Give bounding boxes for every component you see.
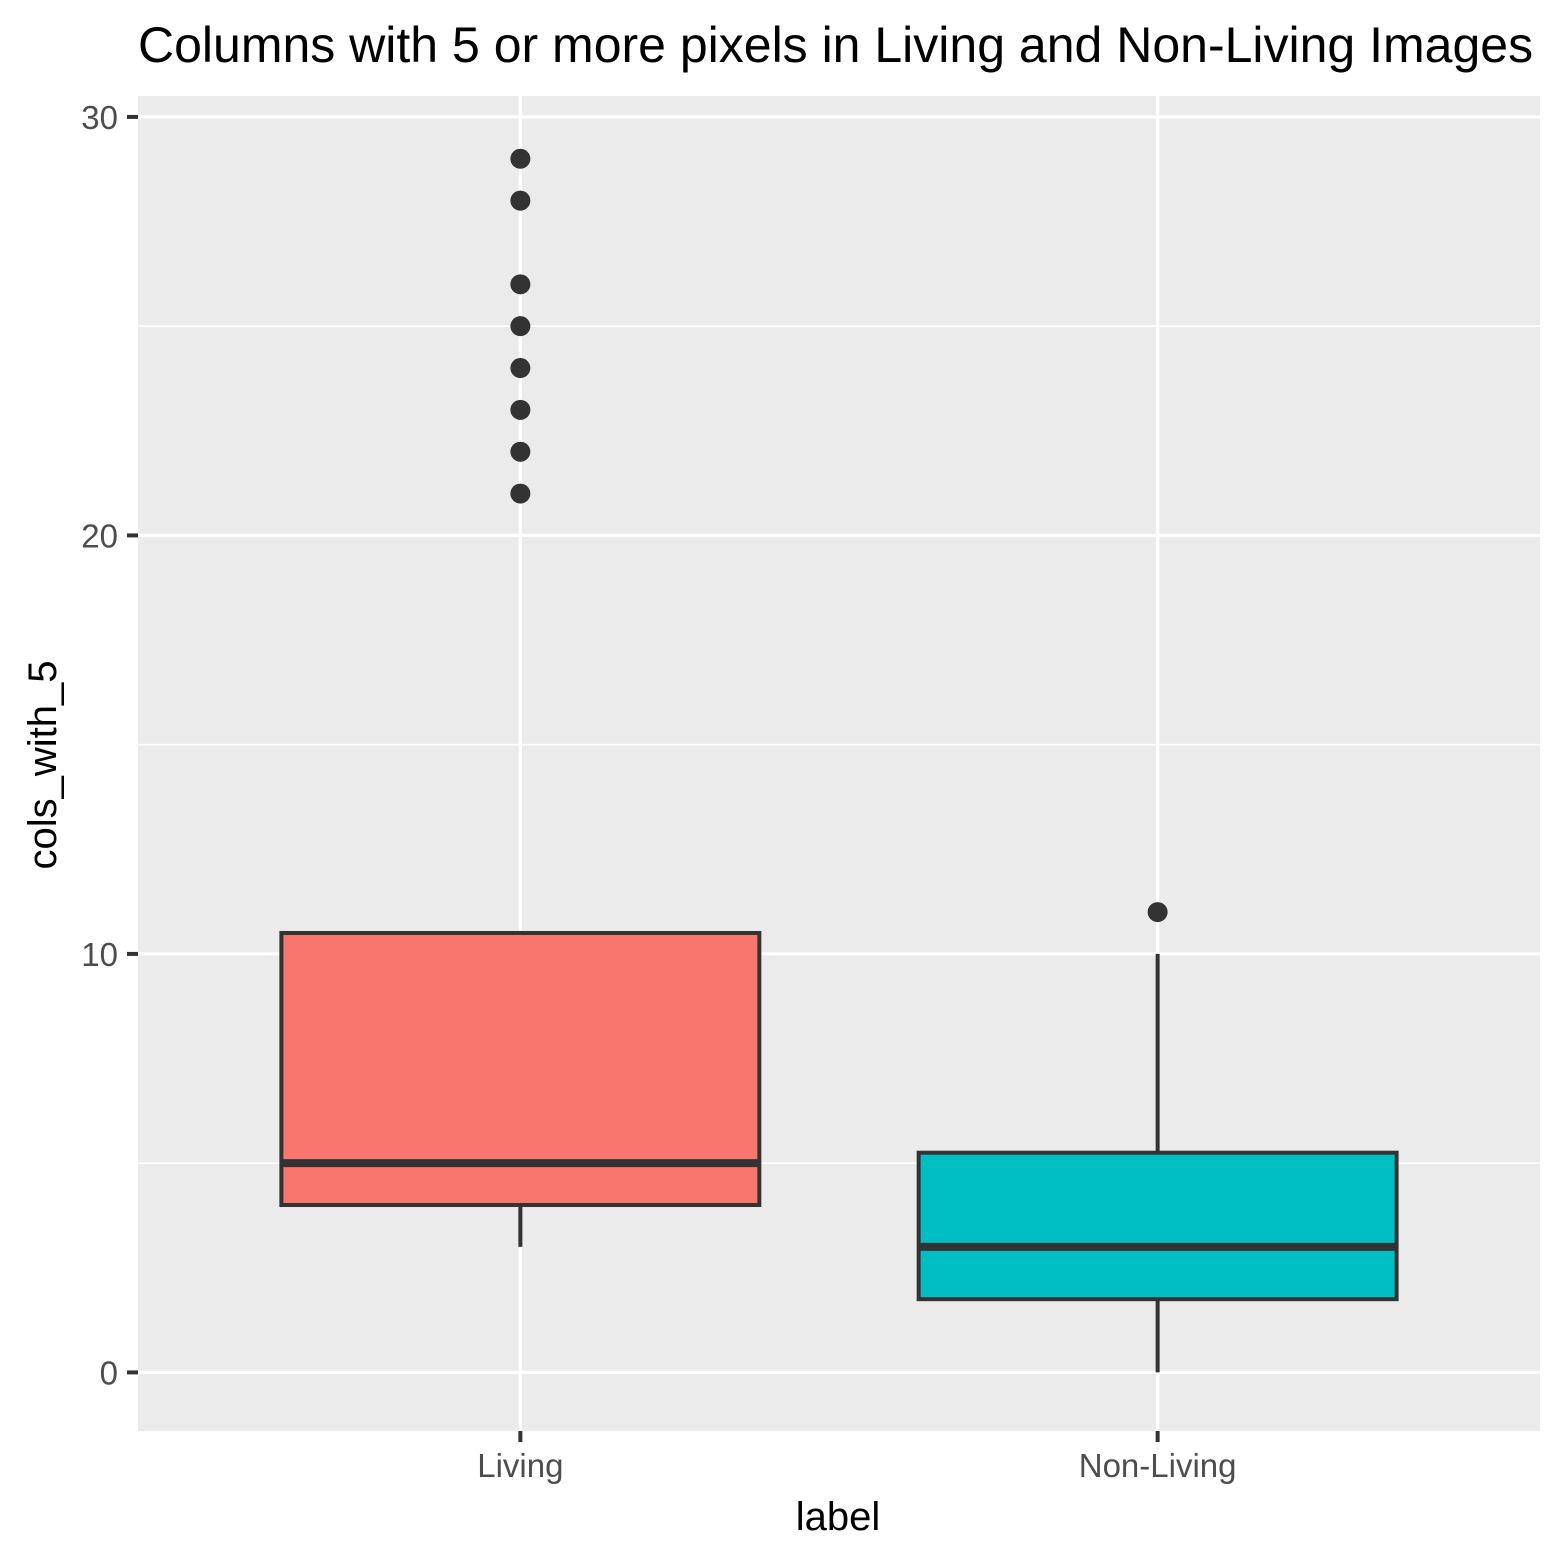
outlier-point xyxy=(510,441,531,462)
outlier-point xyxy=(510,274,531,295)
outlier-point xyxy=(510,190,531,211)
box-non-living xyxy=(916,902,1399,1373)
x-tick-label: Non-Living xyxy=(1079,1447,1237,1484)
y-tick-label: 0 xyxy=(100,1354,118,1391)
outlier-point xyxy=(510,483,531,504)
y-axis-title: cols_with_5 xyxy=(21,660,65,869)
chart-title: Columns with 5 or more pixels in Living … xyxy=(138,17,1533,73)
x-tick-label: Living xyxy=(477,1447,563,1484)
x-axis-title: label xyxy=(796,1495,881,1539)
boxes xyxy=(279,148,1399,1373)
outlier-point xyxy=(510,399,531,420)
axes: 0 10 20 30 Living Non-Living xyxy=(81,99,1236,1484)
box-living xyxy=(279,148,762,1247)
outlier-point xyxy=(510,358,531,379)
y-tick-label: 10 xyxy=(81,936,118,973)
outlier-point xyxy=(1147,902,1168,923)
outlier-point xyxy=(510,316,531,337)
y-tick-label: 30 xyxy=(81,99,118,136)
y-tick-label: 20 xyxy=(81,517,118,554)
outlier-point xyxy=(510,148,531,169)
box-body xyxy=(916,1150,1399,1302)
